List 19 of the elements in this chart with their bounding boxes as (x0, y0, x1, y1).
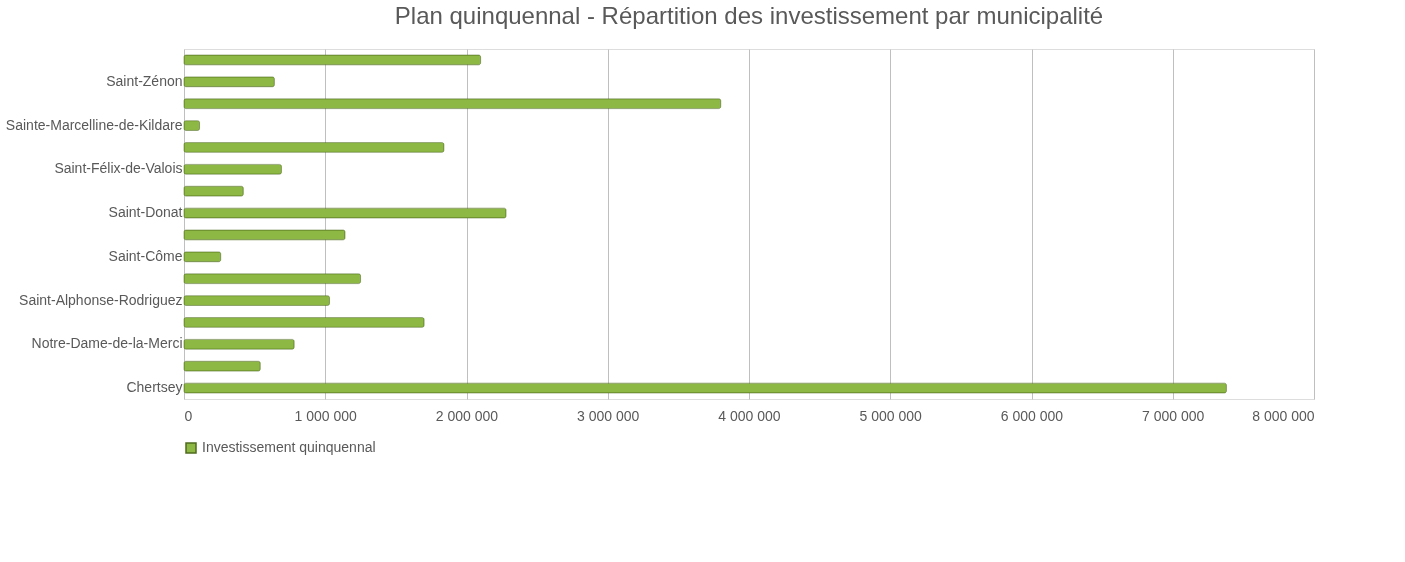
x-tick-label: 3 000 000 (577, 407, 640, 424)
x-tick-label: 6 000 000 (1000, 407, 1064, 424)
y-tick-label: Sainte-Marcelline-de-Kildare (5, 116, 183, 133)
y-tick-label: Saint-Côme (108, 247, 183, 264)
x-tick-label: 4 000 000 (718, 407, 781, 424)
legend-label: Investissement quinquennal (202, 439, 376, 455)
y-tick-label: Notre-Dame-de-la-Merci (31, 335, 183, 352)
x-tick-label: 2 000 000 (435, 407, 499, 424)
x-tick-label: 5 000 000 (859, 407, 923, 424)
y-tick-label: Chertsey (126, 379, 183, 396)
x-tick-label: 7 000 000 (1142, 407, 1205, 424)
x-tick-label: 0 (184, 407, 193, 424)
y-tick-label: Saint-Donat (108, 204, 183, 221)
x-tick-label: 1 000 000 (294, 407, 358, 424)
y-tick-label: Saint-Zénon (106, 72, 183, 89)
y-tick-label: Saint-Alphonse-Rodriguez (19, 291, 183, 308)
chart-title: Plan quinquennal - Répartition des investissement par municipalité (394, 2, 1104, 29)
y-tick-label: Saint-Félix-de-Valois (54, 160, 183, 177)
x-tick-label: 8 000 000 (1252, 407, 1315, 424)
